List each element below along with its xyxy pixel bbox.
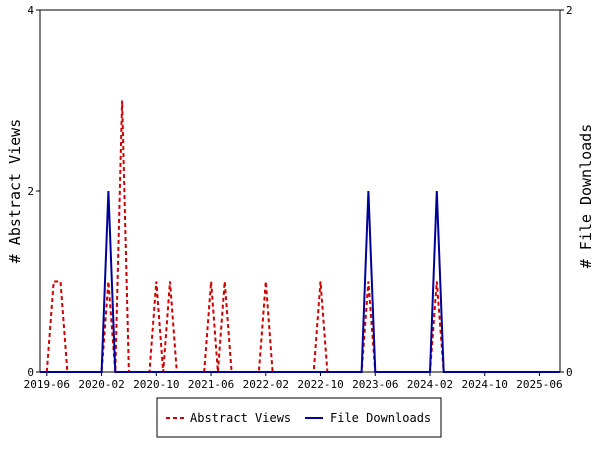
legend-label-abstract-views: Abstract Views — [190, 411, 291, 425]
series-line-file-downloads — [40, 190, 560, 373]
x-axis-ticks: 2019-06 2020-02 2020-10 2021-06 2022-02 2022-… — [24, 372, 563, 391]
x-tick-label: 2024-10 — [462, 378, 508, 391]
series-line-abstract-views — [40, 100, 560, 373]
x-tick-label: 2020-02 — [78, 378, 124, 391]
x-tick-label: 2025-06 — [516, 378, 562, 391]
y-left-tick-label: 2 — [27, 185, 34, 198]
y-left-tick-label: 4 — [27, 4, 34, 17]
x-tick-label: 2022-02 — [243, 378, 289, 391]
y-right-tick-label: 2 — [566, 4, 573, 17]
x-tick-label: 2024-02 — [407, 378, 453, 391]
y-axis-right-title: # File Downloads — [577, 124, 595, 269]
y-right-tick-label: 0 — [566, 366, 573, 379]
y-axis-left-title: # Abstract Views — [6, 119, 24, 264]
right-axis-ticks: 02 — [560, 4, 573, 379]
legend-label-file-downloads: File Downloads — [330, 411, 431, 425]
x-tick-label: 2023-06 — [352, 378, 398, 391]
legend: Abstract Views File Downloads — [156, 397, 442, 438]
x-tick-label: 2022-10 — [297, 378, 343, 391]
series-layer — [40, 100, 560, 373]
x-tick-label: 2019-06 — [24, 378, 70, 391]
x-tick-label: 2021-06 — [188, 378, 234, 391]
legend-box — [156, 397, 442, 438]
plot-area-frame — [39, 9, 561, 373]
y-left-tick-label: 0 — [27, 366, 34, 379]
left-axis-ticks: 0 2 4 — [27, 4, 40, 379]
x-tick-label: 2020-10 — [133, 378, 179, 391]
